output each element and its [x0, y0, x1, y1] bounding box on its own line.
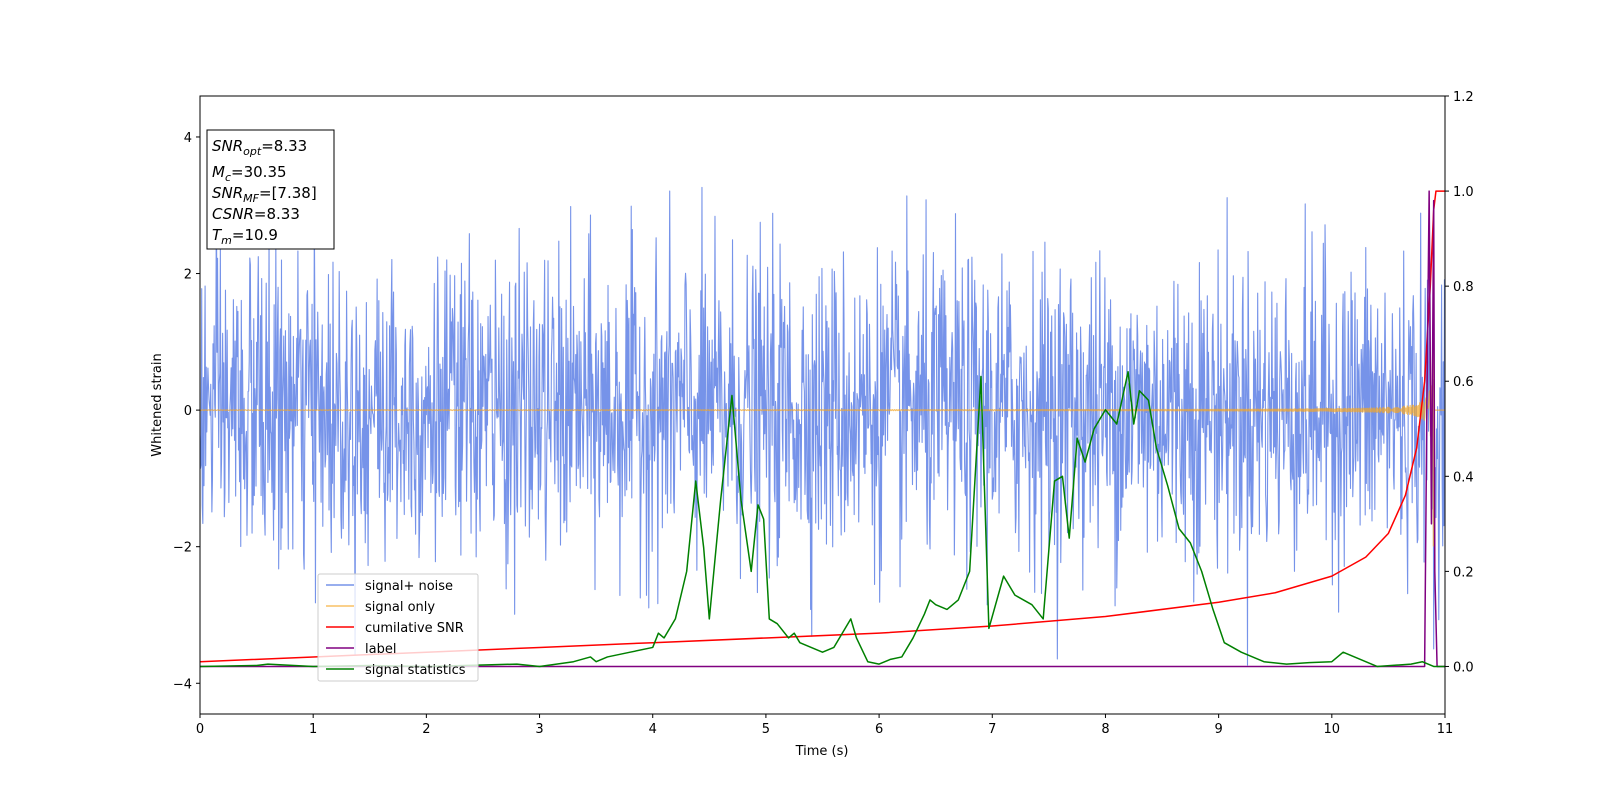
x-tick-label-9: 9 [1214, 722, 1222, 737]
y-axis-right: 0.0 0.2 0.4 0.6 0.8 1.0 1.2 [1445, 90, 1474, 675]
x-tick-label-7: 7 [988, 722, 996, 737]
info-snr-opt: SNRopt=8.33 [212, 137, 307, 158]
info-box-frame [206, 129, 335, 250]
legend-label-signal-statistics: signal statistics [365, 663, 466, 678]
series-line-signal-noise [200, 186, 1445, 666]
info-box: SNRopt=8.33 Mc=30.35 SNRMF=[7.38] CSNR=8… [206, 129, 335, 250]
series-line-signal-only [200, 324, 1445, 547]
series-layer [200, 186, 1445, 668]
y2-tick-label-0.8: 0.8 [1453, 280, 1474, 295]
series-line-label [200, 190, 1445, 668]
y-tick-label--4: −4 [173, 677, 192, 692]
x-tick-label-4: 4 [649, 722, 657, 737]
y-tick-label-4: 4 [184, 131, 192, 146]
x-tick-label-10: 10 [1324, 722, 1341, 737]
info-snr-mf: SNRMF=[7.38] [212, 184, 317, 205]
y-tick-label--2: −2 [173, 541, 192, 556]
legend-frame [317, 573, 479, 682]
y-tick-label-2: 2 [184, 268, 192, 283]
y2-tick-label-0.0: 0.0 [1453, 660, 1474, 675]
y-tick-label-0: 0 [184, 404, 192, 419]
x-tick-label-0: 0 [196, 722, 204, 737]
info-csnr: CSNR=8.33 [212, 205, 300, 223]
x-tick-label-11: 11 [1437, 722, 1454, 737]
y-axis-label: Whitened strain [150, 353, 165, 456]
y2-tick-label-0.2: 0.2 [1453, 565, 1474, 580]
x-axis: 0 1 2 3 4 5 6 7 8 9 10 11 [196, 714, 1453, 737]
legend: signal+ noise signal only cumilative SNR… [317, 573, 479, 682]
y-axis-left: −4 −2 0 2 4 [173, 131, 200, 692]
plot-frame [199, 95, 1446, 715]
info-mc: Mc=30.35 [212, 163, 287, 184]
x-tick-label-6: 6 [875, 722, 883, 737]
x-axis-label: Time (s) [795, 744, 849, 759]
legend-label-label: label [365, 642, 396, 657]
y2-tick-label-1.0: 1.0 [1453, 185, 1474, 200]
y2-tick-label-0.6: 0.6 [1453, 375, 1474, 390]
series-line-signal-statistics [200, 370, 1445, 668]
x-tick-label-3: 3 [535, 722, 543, 737]
info-tm: Tm=10.9 [212, 226, 278, 247]
x-tick-label-2: 2 [422, 722, 430, 737]
x-tick-label-8: 8 [1101, 722, 1109, 737]
y2-tick-label-0.4: 0.4 [1453, 470, 1474, 485]
legend-label-signal-noise: signal+ noise [365, 579, 453, 594]
legend-label-cumulative-snr: cumilative SNR [365, 621, 464, 636]
legend-label-signal-only: signal only [365, 600, 435, 615]
x-tick-label-1: 1 [309, 722, 317, 737]
y2-tick-label-1.2: 1.2 [1453, 90, 1474, 105]
x-tick-label-5: 5 [762, 722, 770, 737]
